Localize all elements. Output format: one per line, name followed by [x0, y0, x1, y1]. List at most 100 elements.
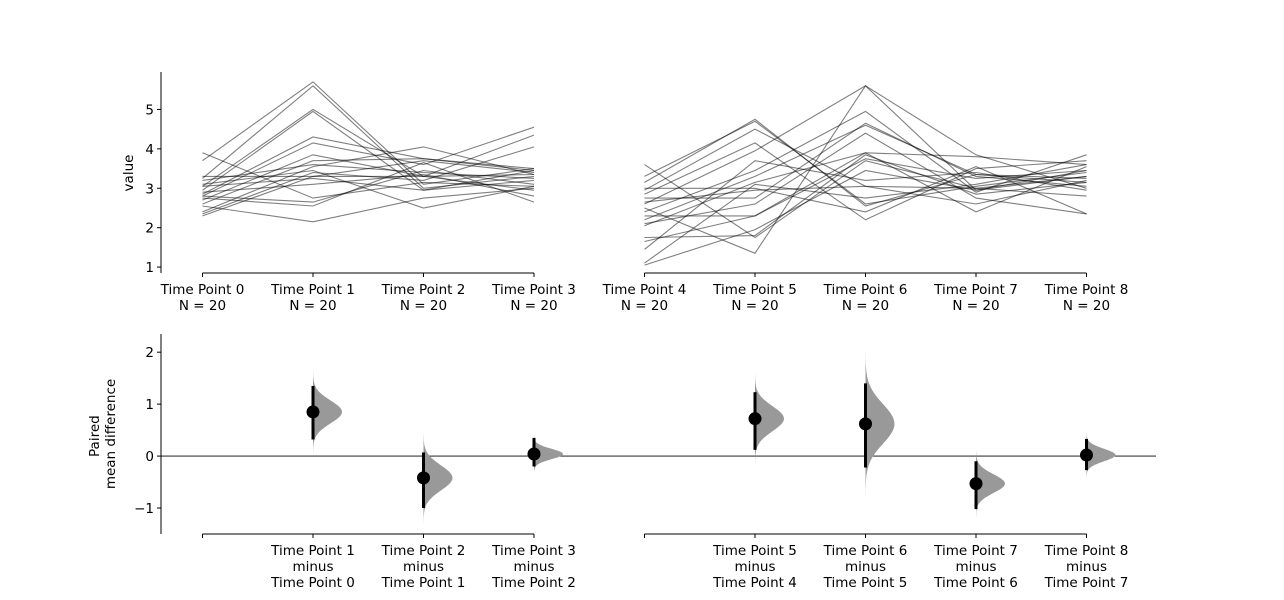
raw-y-tick-label: 2: [145, 221, 154, 237]
raw-data-line: [644, 118, 1087, 207]
raw-data-line: [644, 179, 1087, 205]
raw-x-n-label: N = 20: [621, 298, 668, 314]
raw-x-tick-label: Time Point 0: [160, 282, 245, 298]
delta-x-tick-label: Time Point 1: [381, 575, 466, 591]
raw-x-tick-label: Time Point 3: [491, 282, 576, 298]
raw-x-tick-label: Time Point 5: [712, 282, 797, 298]
raw-x-tick-label: Time Point 1: [270, 282, 355, 298]
raw-data-lines: [202, 81, 1087, 266]
raw-x-tick-label: Time Point 2: [381, 282, 466, 298]
raw-data-line: [202, 152, 535, 199]
raw-data-line: [202, 187, 535, 223]
raw-data-line: [202, 169, 535, 209]
delta-y-ticks: −1 0 1 2: [134, 345, 161, 517]
mean-difference-point: [859, 417, 872, 431]
delta-x-tick-label: Time Point 5: [823, 575, 908, 591]
raw-y-tick-label: 1: [145, 260, 154, 276]
raw-data-line: [644, 169, 1087, 266]
raw-data-line: [644, 122, 1087, 199]
delta-x-tick-label: Time Point 1: [270, 543, 355, 559]
raw-data-line: [202, 126, 535, 197]
raw-data-line: [202, 162, 535, 207]
raw-x-tick-label: Time Point 7: [933, 282, 1018, 298]
raw-data-line: [644, 120, 1087, 205]
raw-x-n-label: N = 20: [179, 298, 226, 314]
raw-data-line: [202, 146, 535, 213]
delta-x-tick-label: Time Point 3: [491, 543, 576, 559]
delta-x-tick-label: minus: [403, 559, 444, 575]
raw-x-n-label: N = 20: [400, 298, 447, 314]
delta-x-tick-label: Time Point 5: [712, 543, 797, 559]
delta-x-tick-label: minus: [734, 559, 775, 575]
delta-x-tick-label: Time Point 2: [491, 575, 576, 591]
raw-data-line: [644, 84, 1087, 254]
raw-data-line: [644, 132, 1087, 225]
bootstrap-distribution: [313, 367, 342, 457]
mean-difference-point: [306, 405, 320, 419]
raw-data-line: [644, 164, 1087, 264]
raw-data-line: [202, 169, 535, 203]
raw-y-ticks: 1 2 3 4 5: [145, 102, 161, 276]
delta-x-tick-label: Time Point 6: [823, 543, 908, 559]
bootstrap-distribution: [423, 432, 453, 527]
delta-x-tick-label: Time Point 7: [933, 543, 1018, 559]
delta-y-tick-label: 2: [145, 345, 154, 361]
bootstrap-distribution: [1086, 430, 1116, 477]
raw-y-tick-label: 5: [145, 102, 154, 118]
raw-x-tick-label: Time Point 6: [823, 282, 908, 298]
bootstrap-distribution: [976, 446, 1005, 527]
mean-difference-point: [527, 447, 541, 461]
bootstrap-distribution: [865, 344, 895, 506]
delta-x-tick-label: minus: [1066, 559, 1107, 575]
raw-x-n-label: N = 20: [1063, 298, 1110, 314]
delta-x-tick-label: Time Point 7: [1044, 575, 1129, 591]
raw-data-line: [644, 160, 1087, 250]
delta-x-tick-label: minus: [845, 559, 886, 575]
delta-x-tick-label: Time Point 0: [270, 575, 355, 591]
delta-y-axis-label-line-2: mean difference: [103, 379, 119, 489]
raw-x-tick-label: Time Point 4: [602, 282, 687, 298]
delta-y-tick-label: −1: [134, 501, 154, 517]
raw-data-line: [644, 154, 1087, 239]
mean-difference-point: [748, 412, 762, 426]
delta-x-tick-label: minus: [513, 559, 554, 575]
raw-data-line: [644, 160, 1087, 239]
delta-x-tick-label: minus: [292, 559, 333, 575]
delta-x-tick-label: minus: [955, 559, 996, 575]
raw-x-n-label: N = 20: [952, 298, 999, 314]
raw-data-line: [202, 164, 535, 181]
delta-x-tick-label: Time Point 6: [933, 575, 1018, 591]
raw-y-axis-label: value: [121, 155, 137, 192]
delta-y-axis-label-line-1: Paired: [87, 415, 103, 457]
raw-data-line: [644, 158, 1087, 243]
raw-x-n-label: N = 20: [731, 298, 778, 314]
mean-difference-point: [969, 477, 983, 491]
raw-data-line: [202, 81, 535, 185]
bootstrap-distribution: [534, 432, 563, 472]
bootstrap-distribution: [755, 370, 784, 475]
delta-x-tick-label: Time Point 8: [1044, 543, 1129, 559]
raw-data-line: [202, 173, 535, 197]
raw-x-n-label: N = 20: [510, 298, 557, 314]
delta-marks: [306, 344, 1116, 527]
delta-y-tick-label: 0: [145, 449, 154, 465]
delta-y-axis-label: Paired mean difference: [87, 379, 119, 489]
raw-data-line: [202, 108, 535, 191]
raw-data-line: [202, 110, 535, 191]
raw-y-tick-label: 4: [145, 142, 154, 158]
raw-x-n-label: N = 20: [842, 298, 889, 314]
raw-data-line: [644, 152, 1087, 217]
raw-y-tick-label: 3: [145, 181, 154, 197]
delta-x-tick-label: Time Point 2: [381, 543, 466, 559]
mean-difference-point: [417, 471, 430, 485]
raw-x-tick-label: Time Point 8: [1044, 282, 1129, 298]
raw-x-n-label: N = 20: [289, 298, 336, 314]
mean-difference-point: [1080, 448, 1093, 462]
delta-panel: Paired mean difference −1 0 1 2 Time Point …: [87, 334, 1156, 591]
delta-x-tick-label: Time Point 4: [712, 575, 797, 591]
raw-data-line: [644, 166, 1087, 215]
